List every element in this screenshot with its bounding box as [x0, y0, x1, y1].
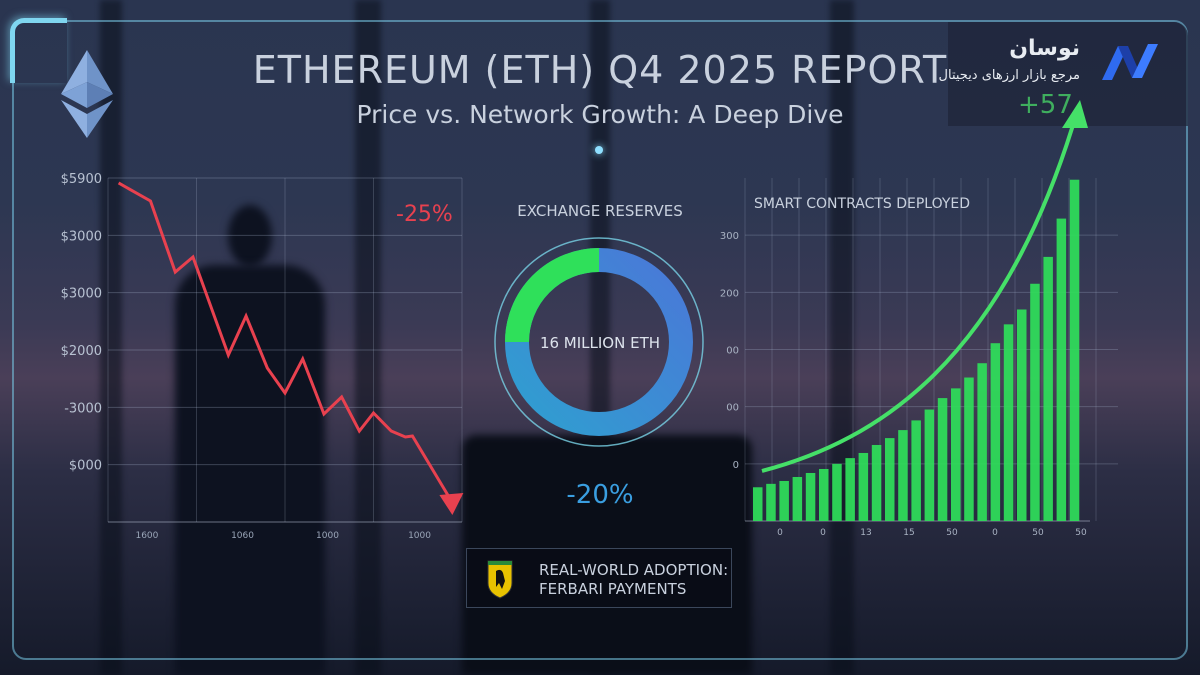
bar-ytick-label: 00 — [726, 346, 739, 357]
window-pillar — [355, 0, 381, 675]
price-ytick-label: $2000 — [61, 344, 102, 359]
growth-trend-curve — [761, 124, 1075, 473]
bar — [990, 343, 1001, 521]
price-change-label: -25% — [396, 202, 453, 227]
bar-xtick-label: 50 — [1032, 528, 1044, 538]
bar — [977, 363, 987, 521]
bar — [819, 468, 829, 521]
bar — [832, 463, 842, 521]
adoption-line-1: REAL-WORLD ADOPTION: — [539, 561, 729, 579]
price-xtick-label: 1060 — [231, 531, 254, 541]
bar — [898, 430, 908, 521]
donut-slice-green — [505, 248, 693, 436]
bar-ytick-label: 300 — [720, 231, 739, 242]
contracts-change-label: +57 — [1018, 90, 1073, 120]
adoption-line-2: FERBARI PAYMENTS — [539, 580, 687, 598]
adoption-text: REAL-WORLD ADOPTION: FERBARI PAYMENTS — [539, 561, 728, 599]
ferrari-shield-icon — [487, 560, 513, 599]
bar-ytick-label: 200 — [720, 288, 739, 299]
bar — [766, 483, 776, 521]
bar-ytick-label: 0 — [733, 460, 739, 471]
brand-panel — [948, 22, 1188, 126]
bar — [937, 398, 948, 521]
bar-xtick-label: 0 — [992, 528, 998, 538]
bar — [858, 452, 869, 521]
bar — [1003, 324, 1014, 521]
ethereum-logo-icon — [61, 50, 113, 138]
price-ytick-label: $3000 — [61, 287, 102, 302]
bar — [924, 409, 935, 521]
bar — [885, 438, 895, 521]
donut-title: EXCHANGE RESERVES — [517, 202, 683, 220]
price-ytick-label: $3000 — [61, 229, 102, 244]
report-subtitle: Price vs. Network Growth: A Deep Dive — [356, 100, 844, 129]
hud-corner — [10, 18, 67, 83]
hud-frame — [12, 20, 1188, 660]
price-xtick-label: 1600 — [135, 531, 158, 541]
price-ytick-label: $000 — [69, 459, 102, 474]
bar-ytick-label: 00 — [726, 403, 739, 414]
brand-logo-icon — [1102, 44, 1158, 80]
bar-xtick-label: 50 — [946, 528, 958, 538]
bar-xtick-label: 0 — [777, 528, 783, 538]
title-divider-dot — [595, 146, 603, 154]
price-ytick-label: $5900 — [61, 172, 102, 187]
bar — [1030, 283, 1040, 521]
bar — [753, 487, 763, 521]
brand-tagline: مرجع بازار ارزهای دیجیتال — [938, 68, 1080, 83]
bar — [1043, 256, 1053, 521]
bar-xtick-label: 50 — [1075, 528, 1087, 538]
bar — [779, 480, 789, 521]
bar-xtick-label: 15 — [903, 528, 914, 538]
person-silhouette-head — [228, 205, 272, 267]
donut-outer-ring — [494, 237, 704, 447]
window-pillar — [830, 0, 854, 675]
window-pillar — [100, 0, 122, 675]
report-title: ETHEREUM (ETH) Q4 2025 REPORT — [252, 48, 948, 92]
bar — [964, 377, 974, 521]
bar — [911, 420, 921, 521]
bar — [1069, 179, 1080, 521]
bar — [1056, 218, 1067, 522]
adoption-card: REAL-WORLD ADOPTION: FERBARI PAYMENTS — [466, 548, 732, 608]
reserves-change-label: -20% — [566, 480, 634, 510]
donut-center-label: 16 MILLION ETH — [539, 334, 661, 352]
price-ytick-label: -3000 — [64, 401, 102, 416]
bar — [805, 472, 816, 521]
bar — [871, 444, 882, 521]
bar — [951, 388, 961, 521]
bar — [845, 458, 855, 521]
bar-xtick-label: 13 — [860, 528, 871, 538]
price-arrowhead — [439, 493, 464, 516]
price-xtick-label: 1000 — [408, 531, 431, 541]
price-xtick-label: 1000 — [316, 531, 339, 541]
brand-name: نوسان — [1009, 36, 1080, 61]
bar — [1017, 309, 1027, 521]
growth-arrowhead — [1062, 100, 1088, 128]
bar-xtick-label: 0 — [820, 528, 826, 538]
person-silhouette-body — [175, 265, 325, 675]
bar-chart-title: SMART CONTRACTS DEPLOYED — [754, 196, 971, 212]
bar — [792, 476, 803, 521]
